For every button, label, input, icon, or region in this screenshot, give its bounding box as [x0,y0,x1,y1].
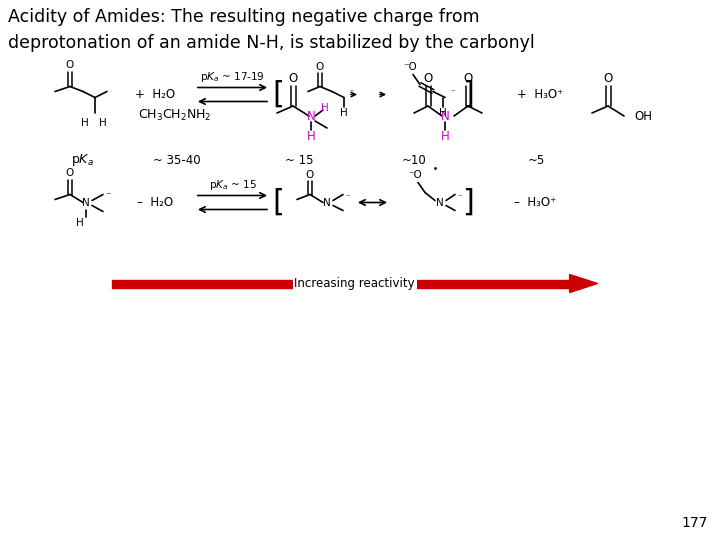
Text: N: N [307,110,315,123]
Text: ⁻: ⁻ [350,88,354,97]
Text: ~ 35-40: ~ 35-40 [153,153,200,166]
Text: [: [ [272,80,284,109]
Text: H: H [99,118,107,127]
Text: CH$_3$CH$_2$NH$_2$: CH$_3$CH$_2$NH$_2$ [138,107,212,123]
Text: O: O [464,71,472,84]
Text: p$K_a$ ~ 15: p$K_a$ ~ 15 [209,178,256,192]
Text: p$K_a$: p$K_a$ [71,152,94,168]
Text: deprotonation of an amide N-H, is stabilized by the carbonyl: deprotonation of an amide N-H, is stabil… [8,34,535,52]
Text: H: H [439,107,447,118]
Polygon shape [570,274,598,293]
Text: ]: ] [462,80,474,109]
Text: –  H₂O: – H₂O [137,196,173,209]
Text: N: N [441,110,449,123]
Text: O: O [316,62,324,71]
Text: ~5: ~5 [528,153,545,166]
Text: 177: 177 [682,516,708,530]
Text: H: H [76,218,84,227]
Text: [: [ [272,188,284,217]
Text: Increasing reactivity: Increasing reactivity [294,277,415,290]
Text: O: O [66,59,74,70]
Text: O: O [289,71,297,84]
Text: OH: OH [634,110,652,123]
Text: N: N [436,198,444,207]
Text: ⁻: ⁻ [346,193,351,202]
Text: ⁻: ⁻ [451,88,455,97]
Text: O: O [423,71,433,84]
Text: ⁻: ⁻ [105,192,111,201]
Text: –  H₃O⁺: – H₃O⁺ [514,196,556,209]
Text: H: H [441,130,449,143]
Text: H: H [321,103,329,113]
Text: ]: ] [462,188,474,217]
Text: p$K_a$ ~ 17-19: p$K_a$ ~ 17-19 [200,70,265,84]
Text: N: N [323,198,331,207]
Text: O: O [603,71,613,84]
Text: H: H [307,130,315,143]
Text: H: H [340,107,348,118]
Text: ⁻O: ⁻O [403,62,417,71]
Text: +  H₃O⁺: + H₃O⁺ [517,88,563,101]
Text: +  H₂O: + H₂O [135,88,175,101]
Text: O: O [306,170,314,179]
Text: ⁻: ⁻ [458,193,462,202]
Text: H: H [81,118,89,127]
Text: ⁻O: ⁻O [408,170,422,179]
Text: ~10: ~10 [402,153,426,166]
Text: Acidity of Amides: The resulting negative charge from: Acidity of Amides: The resulting negativ… [8,8,480,26]
Text: ~ 15: ~ 15 [284,153,313,166]
Text: O: O [66,167,74,178]
Text: N: N [82,198,90,207]
